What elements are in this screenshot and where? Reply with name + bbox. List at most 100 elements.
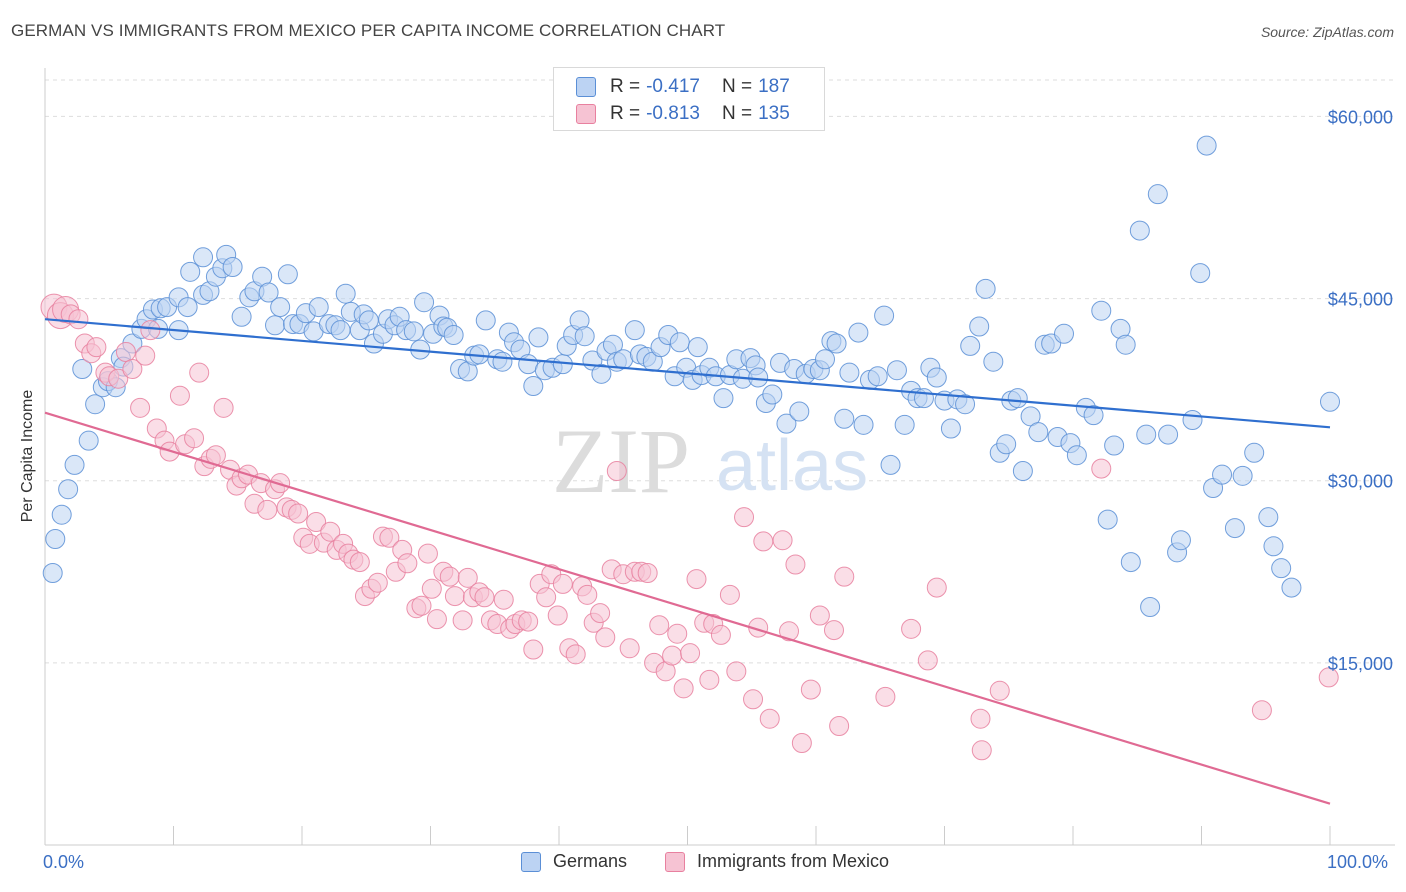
- correlation-legend: R = -0.417 N = 187 R = -0.813 N = 135: [553, 67, 825, 131]
- german-point: [960, 335, 981, 356]
- legend-n-value-germans: 187: [758, 76, 790, 97]
- mexico-point: [680, 643, 701, 664]
- mexico-point: [86, 337, 107, 358]
- mexico-point: [662, 645, 683, 666]
- trend-lines: [44, 318, 1331, 805]
- mexico-point: [552, 573, 573, 594]
- german-point: [1281, 577, 1302, 598]
- german-point: [270, 297, 291, 318]
- german-point: [1115, 334, 1136, 355]
- mexico-point: [834, 566, 855, 587]
- mexico-point: [189, 362, 210, 383]
- german-point: [51, 504, 72, 525]
- german-point: [518, 354, 539, 375]
- mexico-point: [926, 577, 947, 598]
- german-point: [1054, 323, 1075, 344]
- german-point: [874, 305, 895, 326]
- german-point: [826, 333, 847, 354]
- mexico-point: [1251, 700, 1272, 721]
- mexico-point: [565, 644, 586, 665]
- bottom-legend-label-germans: Germans: [553, 851, 628, 871]
- german-point: [762, 384, 783, 405]
- y-tick-labels: $15,000 $30,000 $45,000 $60,000: [1328, 107, 1393, 673]
- mexico-point: [122, 359, 143, 379]
- bottom-legend-swatch-germans: [521, 851, 541, 872]
- mexico-point: [719, 584, 740, 605]
- y-tick-label: $15,000: [1328, 654, 1393, 674]
- legend-r-value-germans: -0.417: [646, 76, 700, 97]
- mexico-point: [989, 680, 1010, 701]
- german-point: [591, 363, 612, 384]
- german-point: [177, 297, 198, 318]
- mexico-point: [411, 595, 432, 616]
- mexico-point: [349, 552, 370, 573]
- german-point: [1271, 558, 1292, 579]
- german-point: [1066, 445, 1087, 466]
- german-point: [776, 413, 797, 434]
- legend-n-value-mexico: 135: [758, 103, 790, 124]
- mexico-point: [970, 708, 991, 729]
- german-point: [969, 316, 990, 337]
- legend-row-mexico: R = -0.813 N = 135: [576, 101, 790, 127]
- mexico-point: [523, 639, 544, 660]
- legend-r-value-mexico: -0.813: [646, 103, 700, 124]
- german-point: [1263, 536, 1284, 557]
- mexico-point: [397, 553, 418, 574]
- mexico-point: [829, 716, 850, 736]
- mexico-point: [213, 397, 234, 418]
- german-point: [1170, 530, 1191, 551]
- german-point: [574, 326, 595, 347]
- series-germans: [42, 135, 1340, 617]
- bottom-legend-label-mexico: Immigrants from Mexico: [697, 851, 890, 871]
- german-point: [72, 359, 93, 379]
- y-tick-label: $45,000: [1328, 290, 1393, 310]
- mexico-point: [135, 345, 156, 366]
- german-point: [880, 454, 901, 475]
- german-point: [45, 529, 66, 549]
- german-point: [996, 434, 1017, 455]
- legend-n-label: N =: [721, 76, 753, 97]
- bottom-legend-germans: Germans: [521, 851, 627, 872]
- mexico-point: [184, 428, 205, 449]
- mexico-point: [493, 589, 514, 610]
- trend-line-mexico: [44, 411, 1331, 805]
- german-point: [789, 401, 810, 422]
- german-point: [975, 278, 996, 299]
- mexico-point: [1318, 667, 1339, 688]
- german-point: [955, 394, 976, 415]
- german-point: [58, 479, 79, 500]
- y-tick-label: $60,000: [1328, 107, 1393, 127]
- german-point: [265, 315, 286, 336]
- german-point: [1120, 552, 1141, 573]
- mexico-point: [444, 586, 465, 607]
- y-tick-label: $30,000: [1328, 472, 1393, 492]
- german-point: [1028, 422, 1049, 443]
- german-point: [1196, 135, 1217, 156]
- german-point: [1129, 220, 1150, 241]
- german-point: [624, 320, 645, 341]
- german-point: [1182, 410, 1203, 430]
- german-point: [358, 310, 379, 331]
- trend-line-germans: [44, 318, 1331, 429]
- mexico-point: [115, 342, 136, 362]
- mexico-point: [547, 605, 568, 626]
- legend-r-label: R =: [610, 103, 641, 124]
- mexico-point: [439, 566, 460, 587]
- german-point: [983, 351, 1004, 372]
- mexico-point: [637, 563, 658, 583]
- mexico-point: [823, 620, 844, 641]
- mexico-point: [1091, 458, 1112, 479]
- german-point: [1158, 424, 1179, 445]
- mexico-point: [710, 624, 731, 645]
- series-mexico: [40, 293, 1339, 761]
- german-point: [1232, 465, 1253, 486]
- german-point: [886, 360, 907, 381]
- mexico-point: [743, 689, 764, 710]
- german-point: [1104, 435, 1125, 456]
- mexico-point: [367, 572, 388, 593]
- german-point: [748, 367, 769, 388]
- german-point: [687, 337, 708, 358]
- german-point: [528, 327, 549, 348]
- mexico-point: [800, 679, 821, 700]
